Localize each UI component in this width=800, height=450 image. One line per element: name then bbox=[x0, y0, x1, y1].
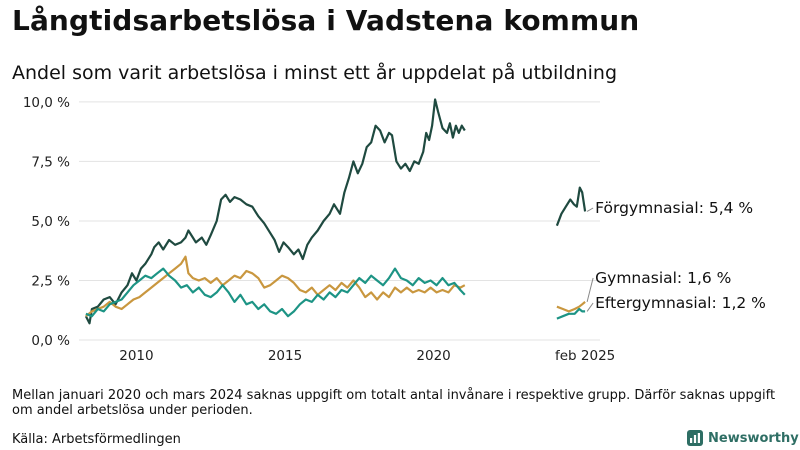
y-tick-label: 5,0 % bbox=[31, 214, 70, 230]
series-line-eftergymnasial-segment-1 bbox=[556, 307, 586, 320]
y-tick-label: 0,0 % bbox=[31, 333, 70, 349]
end-label-leader bbox=[586, 302, 594, 312]
x-axis-ticks: 2010 2015 2020 feb 2025 bbox=[119, 348, 615, 364]
end-label-eftergymnasial: Eftergymnasial: 1,2 % bbox=[595, 294, 766, 312]
source-text: Källa: Arbetsförmedlingen bbox=[12, 432, 181, 447]
x-tick-label: 2015 bbox=[268, 348, 302, 364]
footnote: Mellan januari 2020 och mars 2024 saknas… bbox=[12, 388, 776, 418]
end-label-leader bbox=[586, 207, 594, 212]
newsworthy-logo-icon bbox=[687, 430, 703, 446]
brand-name: Newsworthy bbox=[708, 430, 799, 446]
chart-subtitle: Andel som varit arbetslösa i minst ett å… bbox=[12, 62, 618, 84]
chart-title: Långtidsarbetslösa i Vadstena kommun bbox=[12, 4, 640, 37]
grid-lines bbox=[79, 101, 600, 341]
end-label-förgymnasial: Förgymnasial: 5,4 % bbox=[595, 199, 753, 217]
series-line-gymnasial-segment-1 bbox=[556, 301, 586, 313]
y-tick-label: 7,5 % bbox=[31, 154, 70, 170]
x-tick-label: feb 2025 bbox=[555, 348, 615, 364]
end-label-gymnasial: Gymnasial: 1,6 % bbox=[595, 269, 731, 287]
y-axis-ticks: 0,0 % 2,5 % 5,0 % 7,5 % 10,0 % bbox=[23, 95, 70, 349]
brand-logo[interactable]: Newsworthy bbox=[687, 430, 799, 446]
y-tick-label: 2,5 % bbox=[31, 273, 70, 289]
x-tick-label: 2020 bbox=[416, 348, 450, 364]
x-tick-label: 2010 bbox=[119, 348, 153, 364]
end-label-leader bbox=[586, 277, 594, 303]
series-line-eftergymnasial-segment-0 bbox=[85, 267, 466, 318]
y-tick-label: 10,0 % bbox=[23, 95, 70, 111]
series-line-förgymnasial-segment-1 bbox=[555, 186, 587, 227]
series-lines bbox=[84, 98, 587, 325]
series-line-gymnasial-segment-0 bbox=[85, 255, 466, 318]
end-labels: Förgymnasial: 5,4 % Gymnasial: 1,6 % Efter… bbox=[586, 199, 766, 312]
series-line-förgymnasial-segment-0 bbox=[84, 98, 466, 325]
